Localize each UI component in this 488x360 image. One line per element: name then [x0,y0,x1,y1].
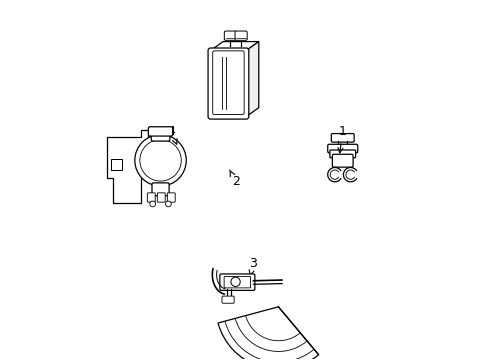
FancyBboxPatch shape [329,150,355,158]
FancyBboxPatch shape [157,193,165,202]
FancyBboxPatch shape [110,159,122,170]
FancyBboxPatch shape [327,144,357,153]
FancyBboxPatch shape [151,132,169,141]
Circle shape [135,135,186,186]
Text: 2: 2 [229,170,239,188]
FancyBboxPatch shape [207,48,248,119]
Text: 1: 1 [337,125,346,153]
Polygon shape [210,41,258,50]
Circle shape [149,201,155,207]
Polygon shape [107,130,148,203]
Wedge shape [218,307,318,360]
FancyBboxPatch shape [224,276,250,288]
FancyBboxPatch shape [331,134,353,142]
Circle shape [165,201,171,207]
FancyBboxPatch shape [212,51,244,114]
Text: 3: 3 [249,257,257,276]
FancyBboxPatch shape [148,127,172,136]
FancyBboxPatch shape [332,154,352,167]
FancyBboxPatch shape [220,274,254,291]
Circle shape [230,277,240,287]
Polygon shape [246,41,258,117]
FancyBboxPatch shape [167,193,175,202]
Circle shape [140,140,181,181]
FancyBboxPatch shape [235,31,246,40]
FancyBboxPatch shape [224,31,236,40]
FancyBboxPatch shape [147,193,155,202]
Text: 4: 4 [167,125,177,144]
FancyBboxPatch shape [152,183,169,196]
FancyBboxPatch shape [222,296,234,303]
